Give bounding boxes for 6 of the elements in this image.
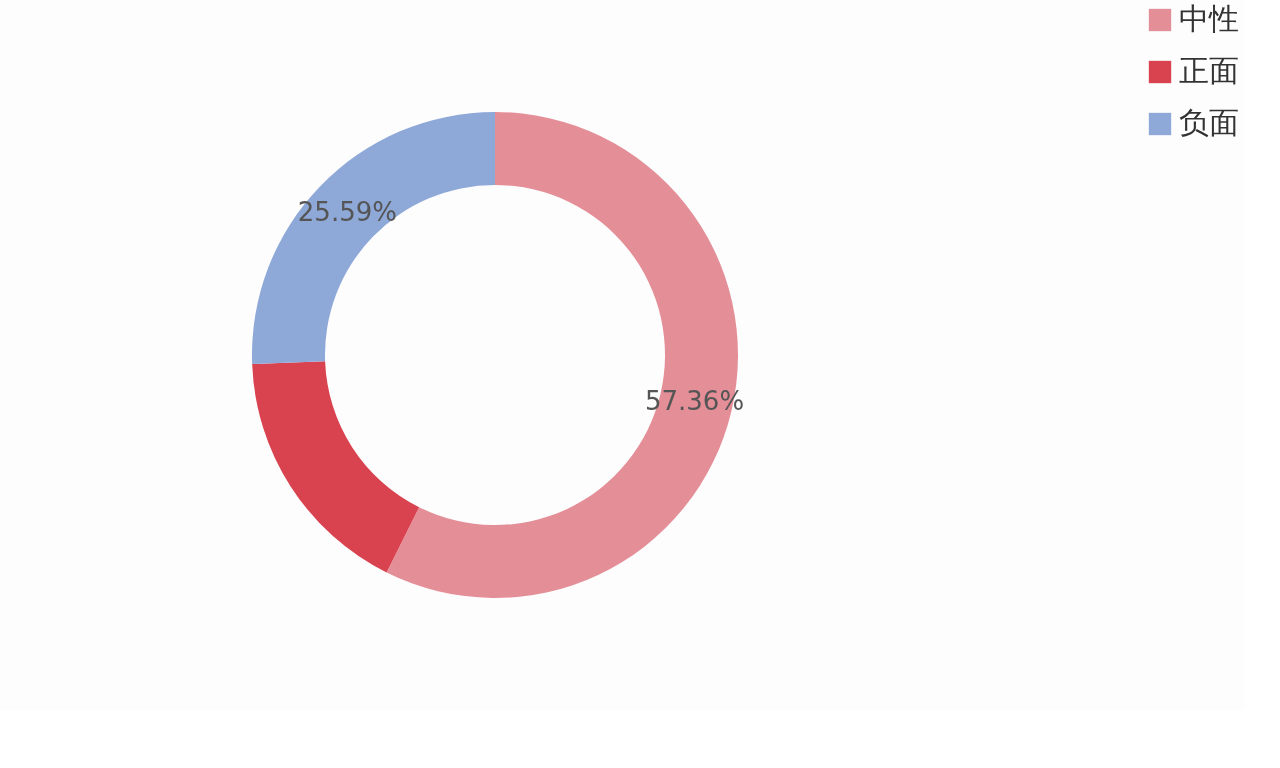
data-label: 25.59% [297,196,397,227]
legend-label: 正面 [1179,53,1239,88]
donut-slice [252,361,420,573]
donut-slice [252,112,495,365]
legend-label: 负面 [1179,105,1239,140]
legend-label: 中性 [1179,1,1239,36]
